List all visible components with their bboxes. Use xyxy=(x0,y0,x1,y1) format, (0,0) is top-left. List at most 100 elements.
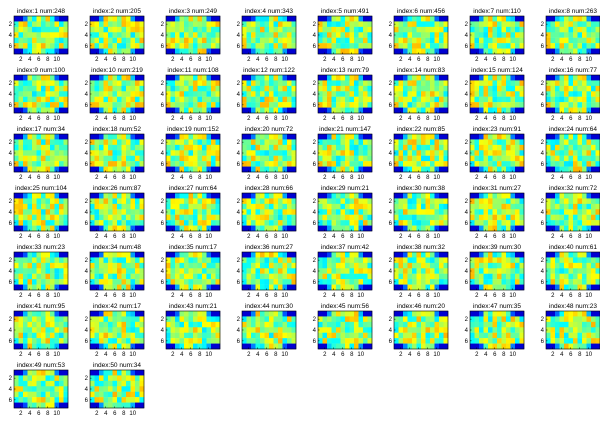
y-tick-label: 2 xyxy=(389,199,393,205)
heatmap-cell xyxy=(510,193,516,199)
heatmap-cell xyxy=(215,220,221,226)
heatmap-cell xyxy=(318,193,323,199)
heatmap-cell xyxy=(331,75,337,81)
heatmap-cell xyxy=(345,21,350,28)
heatmap-cell xyxy=(90,26,95,33)
heatmap-cell xyxy=(184,150,189,156)
heatmap-cell xyxy=(439,279,444,285)
heatmap-cell xyxy=(363,43,368,49)
heatmap-cell xyxy=(434,332,440,339)
heatmap-cell xyxy=(99,102,104,108)
heatmap-cell xyxy=(403,75,408,81)
y-tick-label: 6 xyxy=(389,339,393,345)
heatmap-cell xyxy=(492,85,498,92)
heatmap-cell xyxy=(32,375,37,382)
heatmap-cell xyxy=(23,198,28,205)
heatmap-cell xyxy=(59,161,64,167)
heatmap-cell xyxy=(519,139,525,146)
heatmap-cell xyxy=(439,107,444,114)
heatmap-cell xyxy=(287,134,292,140)
heatmap-cell xyxy=(166,203,171,210)
heatmap-cell xyxy=(287,198,292,205)
heatmap-cell xyxy=(394,279,399,285)
heatmap-cell xyxy=(564,338,569,344)
heatmap-cell xyxy=(184,257,189,264)
heatmap-cell xyxy=(32,209,37,215)
heatmap-cell xyxy=(166,338,171,344)
heatmap-cell xyxy=(139,257,145,264)
heatmap-cell xyxy=(99,343,104,350)
heatmap-cell xyxy=(282,155,288,162)
heatmap-cell xyxy=(349,166,355,173)
heatmap-cell xyxy=(363,102,368,108)
heatmap-cell xyxy=(595,107,600,114)
heatmap-cell xyxy=(564,262,569,269)
x-tick-label: 10 xyxy=(357,175,364,181)
heatmap-cell xyxy=(367,268,373,274)
heatmap-cell xyxy=(349,316,355,323)
heatmap-cell xyxy=(170,161,176,167)
heatmap-cell xyxy=(488,198,493,205)
heatmap-cell xyxy=(515,252,520,258)
heatmap-cell xyxy=(519,225,525,232)
x-tick-label: 6 xyxy=(113,234,117,240)
heatmap-cell xyxy=(363,134,368,140)
heatmap-cell xyxy=(59,214,64,221)
heatmap-cell xyxy=(260,134,265,140)
heatmap-cell xyxy=(492,311,498,317)
heatmap-cell xyxy=(112,316,118,323)
heatmap-cell xyxy=(568,316,574,323)
heatmap-cell xyxy=(121,279,127,285)
heatmap-cell xyxy=(63,268,69,274)
heatmap-cell xyxy=(363,150,368,156)
heatmap-cell xyxy=(193,321,198,328)
heatmap-cell xyxy=(559,139,565,146)
x-tick-label: 2 xyxy=(171,175,175,181)
heatmap-cell xyxy=(479,134,484,140)
heatmap-cell xyxy=(139,91,145,97)
heatmap-cell xyxy=(559,155,565,162)
heatmap-cell xyxy=(63,284,69,291)
heatmap-cell xyxy=(18,273,24,280)
heatmap-cell xyxy=(94,279,100,285)
heatmap-cell xyxy=(50,375,55,382)
heatmap-cell xyxy=(63,139,69,146)
heatmap-cell xyxy=(586,262,592,269)
heatmap-cell xyxy=(59,262,64,269)
heatmap-cell xyxy=(166,91,171,97)
heatmap-cell xyxy=(175,316,180,323)
heatmap-cell xyxy=(398,338,404,344)
heatmap-cell xyxy=(363,343,368,350)
heatmap-cell xyxy=(197,91,203,97)
heatmap-cell xyxy=(242,75,247,81)
heatmap-cell xyxy=(358,102,364,108)
heatmap-cell xyxy=(45,144,51,151)
heatmap-cell xyxy=(23,193,28,199)
heatmap-cell xyxy=(50,332,55,339)
heatmap-cell xyxy=(394,273,399,280)
heatmap-cell xyxy=(434,43,440,49)
heatmap-cell xyxy=(577,321,583,328)
heatmap-cell xyxy=(50,96,55,103)
heatmap-cell xyxy=(246,214,252,221)
heatmap-cell xyxy=(492,43,498,49)
heatmap-cell xyxy=(407,338,413,344)
heatmap-cell xyxy=(27,214,33,221)
heatmap-cell xyxy=(175,193,180,199)
heatmap-cell xyxy=(586,155,592,162)
heatmap-cell xyxy=(573,139,578,146)
heatmap-cell xyxy=(394,150,399,156)
x-tick-label: 6 xyxy=(341,352,345,358)
heatmap-cell xyxy=(282,193,288,199)
heatmap-cell xyxy=(179,321,185,328)
heatmap-cell xyxy=(412,16,417,22)
heatmap-cell xyxy=(103,161,109,167)
heatmap-cell xyxy=(170,16,176,22)
heatmap-cell xyxy=(582,273,587,280)
panel-title: index:32 num:72 xyxy=(549,185,597,192)
heatmap-cell xyxy=(349,43,355,49)
heatmap-cell xyxy=(184,332,189,339)
heatmap-cell xyxy=(358,85,364,92)
heatmap-cell xyxy=(595,343,600,350)
heatmap-cell xyxy=(483,96,489,103)
